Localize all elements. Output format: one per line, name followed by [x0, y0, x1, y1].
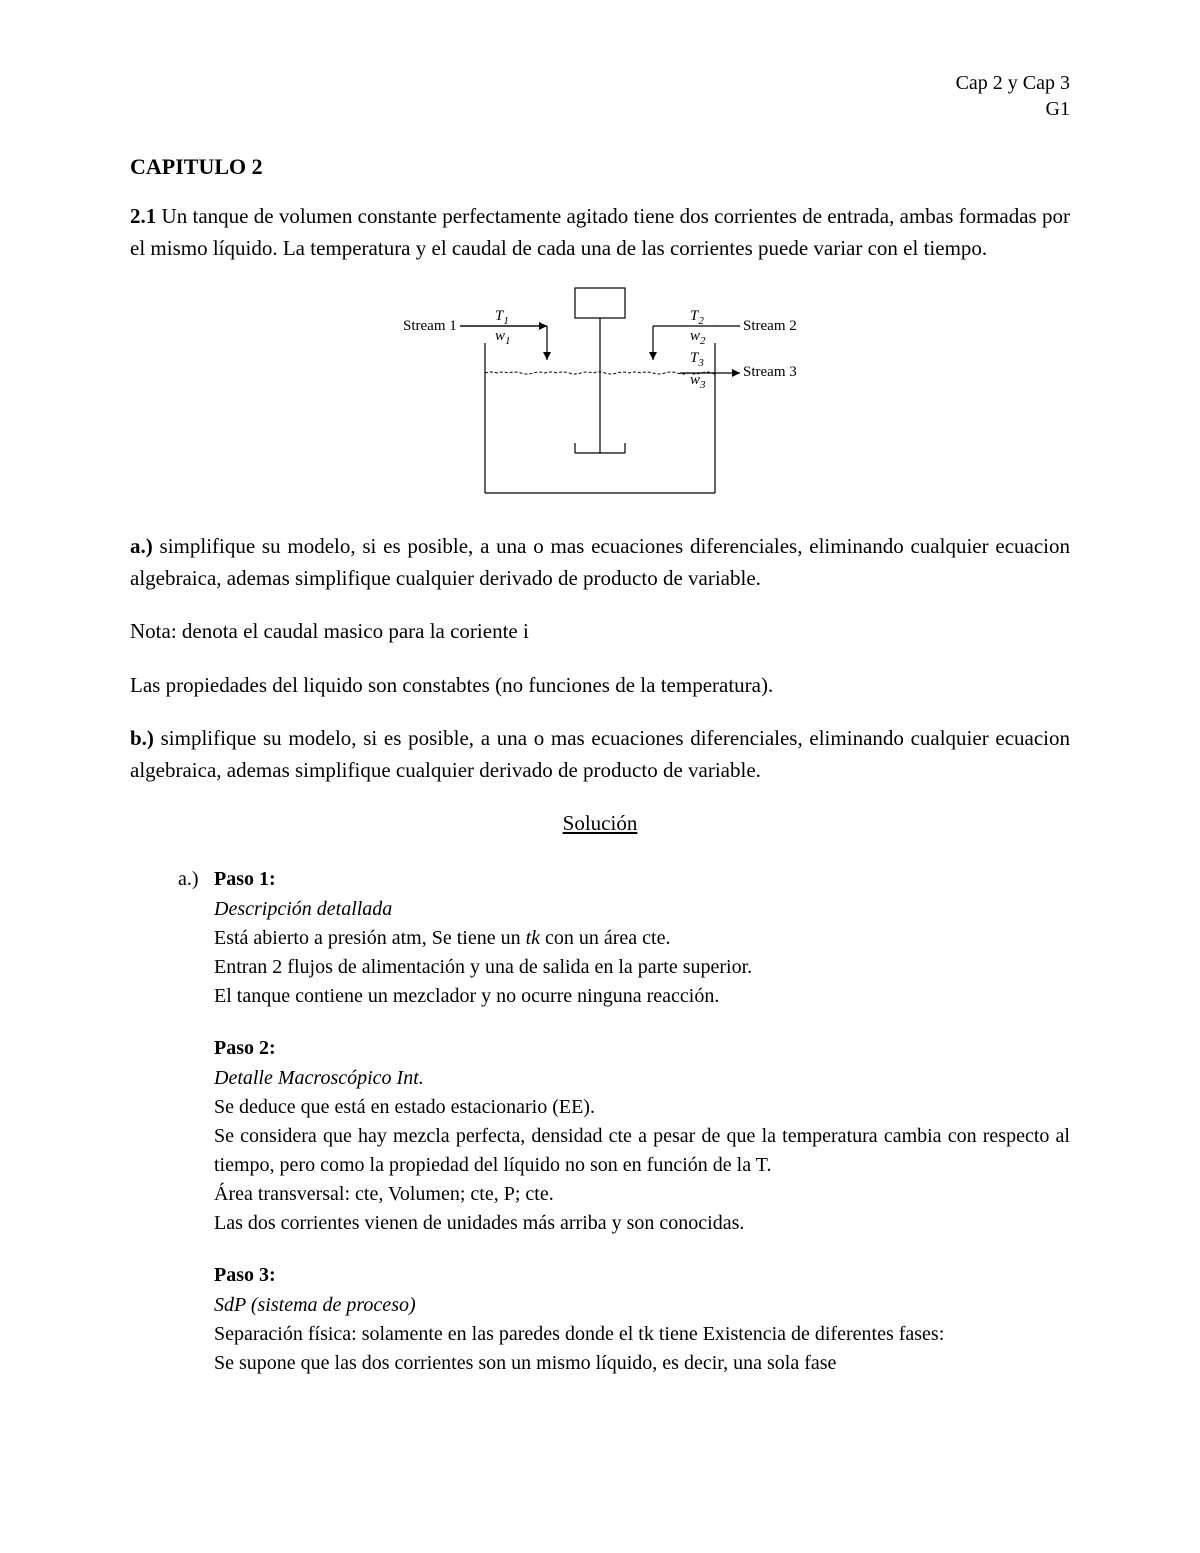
- step-3: Paso 3: SdP (sistema de proceso) Separac…: [178, 1260, 1070, 1378]
- note: Nota: denota el caudal masico para la co…: [130, 616, 1070, 648]
- step-2-line-2: Se considera que hay mezcla perfecta, de…: [214, 1122, 1070, 1180]
- svg-text:w3: w3: [690, 372, 706, 391]
- problem-intro-text: Un tanque de volumen constante perfectam…: [130, 204, 1070, 260]
- step-1-subtitle: Descripción detallada: [214, 894, 1070, 924]
- part-b-label: b.): [130, 726, 154, 750]
- svg-text:Stream 1: Stream 1: [403, 318, 457, 334]
- problem-number: 2.1: [130, 204, 156, 228]
- step-2-line-3: Área transversal: cte, Volumen; cte, P; …: [214, 1180, 1070, 1209]
- step-1: a.) Paso 1: Descripción detallada Está a…: [178, 864, 1070, 1011]
- part-b-text: simplifique su modelo, si es posible, a …: [130, 726, 1070, 782]
- step-2-subtitle: Detalle Macroscópico Int.: [214, 1063, 1070, 1093]
- step-1-title: Paso 1:: [214, 864, 276, 894]
- step-2: Paso 2: Detalle Macroscópico Int. Se ded…: [178, 1033, 1070, 1238]
- step-2-line-1: Se deduce que está en estado estacionari…: [214, 1093, 1070, 1122]
- problem-intro: 2.1 Un tanque de volumen constante perfe…: [130, 201, 1070, 264]
- solution-block: a.) Paso 1: Descripción detallada Está a…: [130, 864, 1070, 1378]
- header-line-2: G1: [130, 96, 1070, 122]
- solution-heading: Solución: [130, 808, 1070, 840]
- step-1-line-3: El tanque contiene un mezclador y no ocu…: [214, 982, 1070, 1011]
- step-1-line-1: Está abierto a presión atm, Se tiene un …: [214, 924, 1070, 953]
- svg-text:Stream 3: Stream 3: [743, 364, 797, 380]
- step-3-line-1: Separación física: solamente en las pare…: [214, 1320, 1070, 1349]
- liquid-properties: Las propiedades del liquido son constabt…: [130, 670, 1070, 702]
- tank-svg: Stream 1T1w1Stream 2T2w2Stream 3T3w3: [375, 288, 825, 503]
- chapter-title: CAPITULO 2: [130, 150, 1070, 183]
- step-2-line-4: Las dos corrientes vienen de unidades má…: [214, 1209, 1070, 1238]
- part-a-label: a.): [130, 534, 153, 558]
- step-3-line-2: Se supone que las dos corrientes son un …: [214, 1349, 1070, 1378]
- part-b: b.) simplifique su modelo, si es posible…: [130, 723, 1070, 786]
- part-a: a.) simplifique su modelo, si es posible…: [130, 531, 1070, 594]
- page-header: Cap 2 y Cap 3 G1: [130, 70, 1070, 122]
- svg-text:Stream 2: Stream 2: [743, 318, 797, 334]
- header-line-1: Cap 2 y Cap 3: [130, 70, 1070, 96]
- step-3-title: Paso 3:: [214, 1260, 276, 1290]
- step-1-line-2: Entran 2 flujos de alimentación y una de…: [214, 953, 1070, 982]
- svg-text:T3: T3: [690, 350, 704, 369]
- step-2-title: Paso 2:: [214, 1033, 276, 1063]
- step-3-subtitle: SdP (sistema de proceso): [214, 1290, 1070, 1320]
- part-a-text: simplifique su modelo, si es posible, a …: [130, 534, 1070, 590]
- tank-diagram: Stream 1T1w1Stream 2T2w2Stream 3T3w3: [130, 288, 1070, 503]
- step-letter-a: a.): [178, 864, 214, 894]
